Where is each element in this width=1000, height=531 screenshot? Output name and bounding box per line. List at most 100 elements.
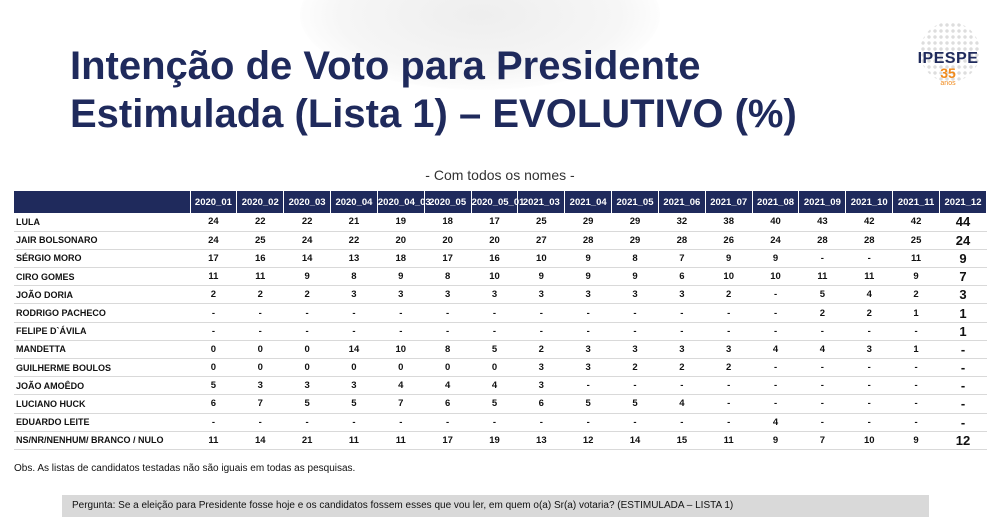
table-cell: 9 bbox=[892, 431, 940, 450]
table-cell: 0 bbox=[283, 358, 331, 378]
table-cell: 3 bbox=[377, 285, 425, 305]
table-cell: - bbox=[471, 413, 518, 432]
table-cell: 28 bbox=[845, 231, 893, 250]
table-cell: - bbox=[236, 303, 284, 323]
table-cell: 0 bbox=[190, 358, 237, 378]
column-header: 2021_09 bbox=[798, 191, 847, 213]
table-cell: 11 bbox=[330, 431, 378, 450]
candidate-name: JAIR BOLSONARO bbox=[14, 231, 190, 250]
table-cell: 28 bbox=[658, 231, 706, 250]
candidate-name: LULA bbox=[14, 213, 190, 232]
table-cell: - bbox=[845, 249, 893, 269]
table-cell: 20 bbox=[377, 231, 425, 250]
table-cell: - bbox=[424, 413, 472, 432]
table-cell: 4 bbox=[798, 340, 846, 360]
table-cell: - bbox=[190, 322, 237, 341]
table-cell: - bbox=[752, 394, 799, 414]
table-cell: 5 bbox=[611, 394, 659, 414]
table-cell: 10 bbox=[377, 340, 425, 360]
table-cell: - bbox=[517, 303, 565, 323]
table-cell: 8 bbox=[424, 267, 472, 287]
table-cell: - bbox=[611, 376, 659, 396]
table-cell: 16 bbox=[471, 249, 518, 269]
table-cell: 3 bbox=[283, 376, 331, 396]
column-header: 2020_04 bbox=[330, 191, 378, 213]
candidate-name: FELIPE D`ÁVILA bbox=[14, 322, 190, 341]
table-cell: 4 bbox=[471, 376, 518, 396]
candidate-name: CIRO GOMES bbox=[14, 267, 190, 287]
table-cell: 11 bbox=[845, 267, 893, 287]
table-cell: 20 bbox=[471, 231, 518, 250]
column-header: 2021_07 bbox=[705, 191, 753, 213]
table-row: RODRIGO PACHECO - - - - - - - - - - - - -2 2 1 1 bbox=[14, 303, 987, 323]
table-cell: - bbox=[517, 322, 565, 341]
candidate-name: GUILHERME BOULOS bbox=[14, 358, 190, 378]
table-cell: 14 bbox=[330, 340, 378, 360]
table-cell: 29 bbox=[564, 213, 612, 232]
column-header: 2020_01 bbox=[190, 191, 238, 213]
table-cell: - bbox=[845, 322, 893, 341]
table-cell: 27 bbox=[517, 231, 565, 250]
column-header: 2021_06 bbox=[658, 191, 706, 213]
table-cell: 24 bbox=[190, 231, 237, 250]
table-body: LULA 24 22 22 21 19 18 17 25 29 29 32 38 40 43 42 42 44 JA… bbox=[14, 213, 987, 450]
table-row: JAIR BOLSONARO 24 25 24 22 20 20 20 27 28 29 28 26 24… bbox=[14, 231, 987, 250]
table-cell: 24 bbox=[752, 231, 799, 250]
table-cell: 9 bbox=[752, 431, 799, 450]
table-cell: 14 bbox=[283, 249, 331, 269]
vote-intention-table: 2020_01 2020_02 2020_03 2020_04 2020_04_03 20… bbox=[14, 191, 987, 450]
table-cell: - bbox=[471, 322, 518, 341]
table-cell: 0 bbox=[236, 358, 284, 378]
candidate-name: RODRIGO PACHECO bbox=[14, 303, 190, 323]
table-cell: 9 bbox=[283, 267, 331, 287]
table-cell: 3 bbox=[705, 340, 753, 360]
table-cell: - bbox=[939, 340, 987, 360]
table-cell: - bbox=[564, 322, 612, 341]
table-cell: 4 bbox=[377, 376, 425, 396]
logo-brand: IPESPE bbox=[917, 50, 979, 67]
table-cell: 8 bbox=[424, 340, 472, 360]
table-cell: 0 bbox=[283, 340, 331, 360]
table-cell: 5 bbox=[564, 394, 612, 414]
table-cell: 28 bbox=[798, 231, 846, 250]
table-cell: 26 bbox=[705, 231, 753, 250]
table-cell: 3 bbox=[517, 358, 565, 378]
table-cell: - bbox=[752, 358, 799, 378]
table-cell: 3 bbox=[330, 285, 378, 305]
table-cell: 10 bbox=[705, 267, 753, 287]
table-cell: - bbox=[845, 413, 893, 432]
table-cell: 5 bbox=[471, 394, 518, 414]
table-cell: 3 bbox=[330, 376, 378, 396]
table-cell: - bbox=[705, 322, 753, 341]
table-cell: 7 bbox=[377, 394, 425, 414]
table-cell: 2 bbox=[705, 285, 753, 305]
table-cell: 8 bbox=[611, 249, 659, 269]
table-cell: 3 bbox=[845, 340, 893, 360]
table-cell: - bbox=[798, 249, 846, 269]
table-cell: 2 bbox=[517, 340, 565, 360]
table-cell: - bbox=[236, 322, 284, 341]
table-cell: 0 bbox=[236, 340, 284, 360]
table-cell: - bbox=[330, 413, 378, 432]
page-title: Intenção de Voto para Presidente Estimul… bbox=[70, 42, 797, 138]
table-cell: - bbox=[845, 358, 893, 378]
title-line-2: Estimulada (Lista 1) – EVOLUTIVO (%) bbox=[70, 92, 797, 136]
table-cell: 7 bbox=[236, 394, 284, 414]
table-subtitle: - Com todos os nomes - bbox=[425, 167, 575, 183]
table-cell: - bbox=[798, 376, 846, 396]
table-cell: - bbox=[564, 413, 612, 432]
candidate-name: MANDETTA bbox=[14, 340, 190, 360]
table-cell: 4 bbox=[752, 340, 799, 360]
table-cell: 5 bbox=[798, 285, 846, 305]
table-cell: 6 bbox=[658, 267, 706, 287]
logo-globe-icon bbox=[920, 22, 980, 82]
table-cell: - bbox=[611, 303, 659, 323]
table-cell: - bbox=[611, 322, 659, 341]
table-cell: 21 bbox=[330, 213, 378, 232]
table-cell: 29 bbox=[611, 213, 659, 232]
table-cell: - bbox=[658, 303, 706, 323]
table-cell: 1 bbox=[892, 303, 940, 323]
table-cell: 11 bbox=[236, 267, 284, 287]
table-cell: 14 bbox=[611, 431, 659, 450]
table-cell: 22 bbox=[283, 213, 331, 232]
